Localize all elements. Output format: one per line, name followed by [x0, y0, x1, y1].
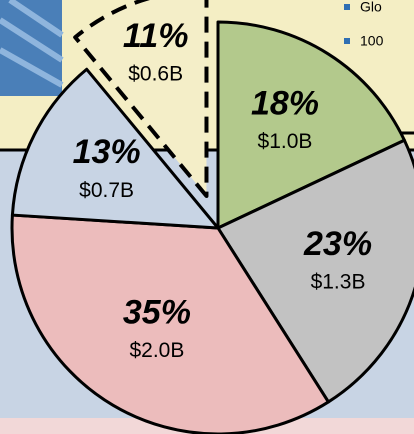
slice — [10, 67, 220, 230]
amount-label: $1.0B — [258, 130, 313, 153]
bullet-text: Glo — [360, 0, 382, 15]
percent-label: 11% — [123, 17, 189, 55]
exploded-slice — [73, 0, 209, 199]
percent-label: 13% — [73, 133, 141, 171]
slice — [10, 213, 330, 434]
bullet-text: 100 — [360, 33, 384, 49]
percent-label: 35% — [123, 293, 191, 331]
percent-label: 18% — [251, 84, 319, 122]
bullet-icon — [344, 4, 350, 10]
bullet-icon — [344, 38, 350, 44]
amount-label: $1.3B — [311, 270, 366, 293]
pie: 18% $1.0B 23% $1.3B 35% $2.0B 13% $0.7B 11% $0.6B — [10, 0, 414, 434]
amount-label: $2.0B — [129, 339, 184, 362]
slice — [216, 138, 414, 404]
amount-label: $0.6B — [128, 62, 183, 85]
percent-label: 23% — [303, 225, 372, 263]
amount-label: $0.7B — [79, 179, 134, 202]
slice — [216, 20, 406, 230]
photo-detail — [0, 0, 64, 88]
